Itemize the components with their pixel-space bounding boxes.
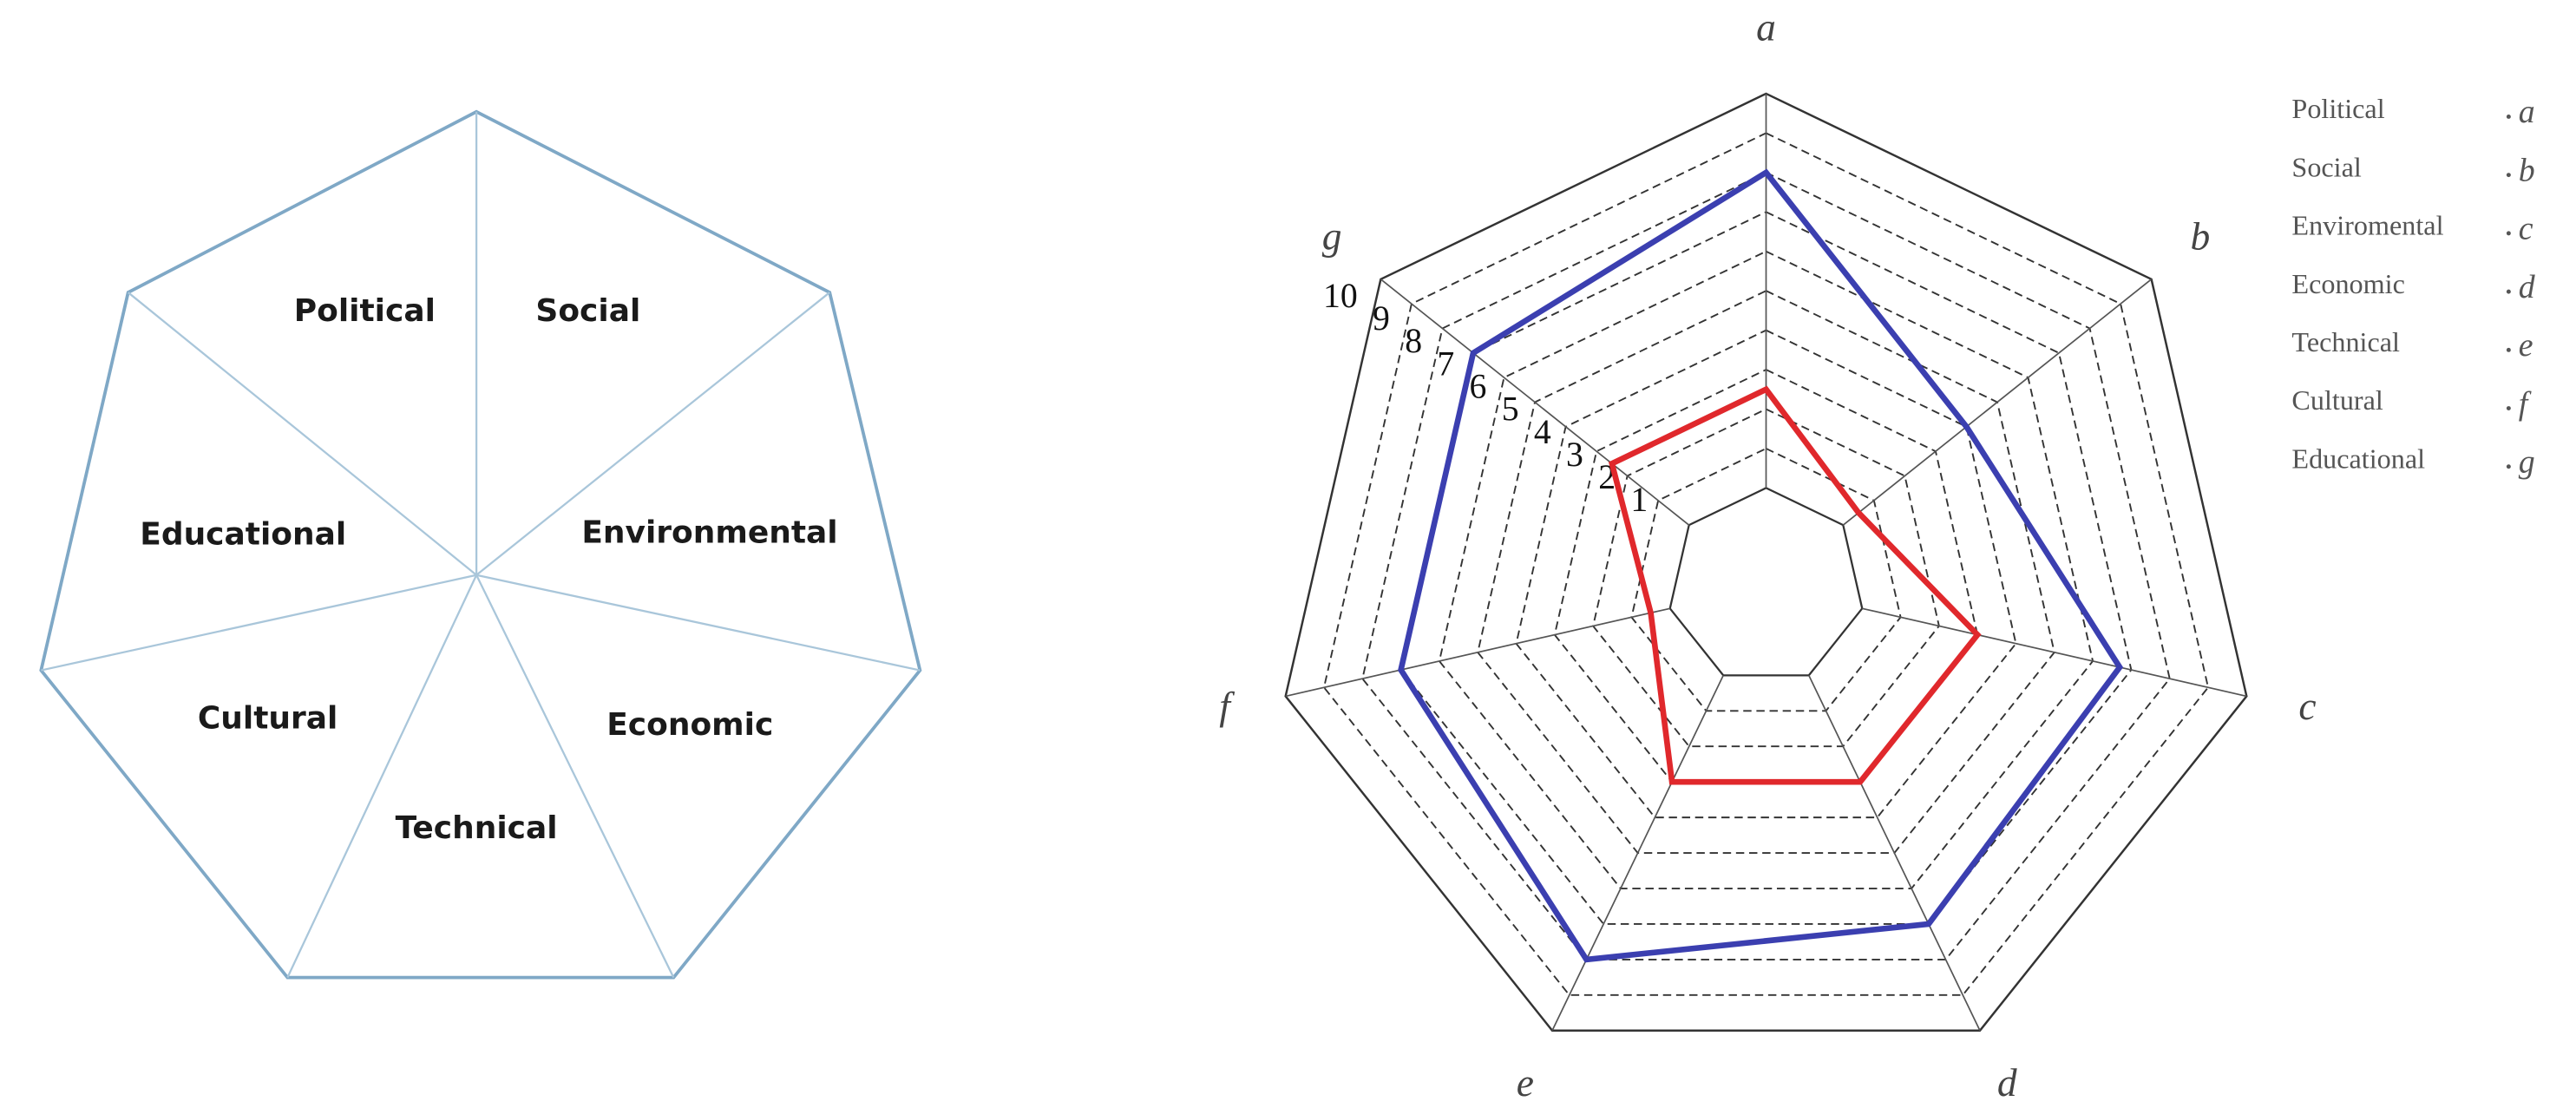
- axis-label: f: [1219, 685, 1235, 728]
- diagram-divider: [286, 574, 478, 979]
- key-name: Cultural: [2291, 384, 2383, 416]
- segment-label: Social: [535, 293, 640, 329]
- ring-label: 1: [1630, 481, 1648, 519]
- segment-label: Technical: [396, 810, 558, 846]
- grid-ring: [1477, 290, 2055, 855]
- ring-label: 6: [1470, 367, 1487, 405]
- ring-label: 8: [1405, 322, 1422, 360]
- key-name: Economic: [2291, 268, 2404, 299]
- spoke: [1842, 279, 2153, 526]
- grid-ring: [1361, 171, 2171, 960]
- grid-ring: [1515, 329, 2017, 819]
- spoke: [1380, 279, 1690, 526]
- axis-label: b: [2191, 214, 2211, 258]
- key-name: Social: [2291, 151, 2361, 182]
- key-name: Enviromental: [2291, 210, 2443, 241]
- key-letter: c: [2519, 211, 2533, 247]
- ring-label: 4: [1534, 413, 1551, 451]
- axis-label: g: [1322, 214, 1342, 258]
- key-dot: [2506, 347, 2511, 352]
- ring-label: 10: [1323, 277, 1358, 315]
- key-dot: [2506, 406, 2511, 411]
- diagram-outline: [39, 109, 922, 980]
- segment-label: Economic: [606, 707, 773, 743]
- segment-label: Political: [294, 293, 436, 329]
- segment-label: Environmental: [581, 515, 837, 550]
- outer-ring: [1284, 92, 2248, 1033]
- axis-key: Political a Social b Enviromental c Economic d T…: [2291, 93, 2535, 480]
- diagram-divider: [475, 574, 675, 979]
- grid-ring: [1630, 447, 1902, 712]
- key-name: Political: [2291, 93, 2384, 124]
- spoke: [1808, 674, 1981, 1032]
- spoke: [1551, 674, 1724, 1032]
- diagram-divider: [127, 292, 477, 576]
- axis-label: a: [1756, 5, 1776, 49]
- spoke: [1285, 607, 1670, 698]
- key-name: Educational: [2291, 443, 2425, 474]
- pestle-diagram: Political Social Environmental Economic Tech…: [39, 109, 922, 980]
- key-letter: e: [2519, 327, 2533, 364]
- key-dot: [2506, 231, 2511, 236]
- key-dot: [2506, 173, 2511, 178]
- ring-label: 7: [1437, 344, 1454, 383]
- key-letter: d: [2519, 269, 2536, 305]
- key-dot: [2506, 464, 2511, 469]
- ring-label: 5: [1502, 390, 1519, 429]
- ring-label: 9: [1373, 299, 1390, 338]
- segment-label: Educational: [140, 516, 346, 552]
- inner-ring: [1668, 487, 1864, 677]
- key-letter: g: [2519, 444, 2535, 481]
- key-letter: b: [2519, 152, 2535, 188]
- axis-label: d: [1997, 1061, 2017, 1105]
- axis-label: c: [2298, 685, 2316, 728]
- series-line: [1398, 168, 2124, 963]
- key-letter: a: [2519, 94, 2535, 130]
- key-dot: [2506, 114, 2511, 119]
- series-line: [1608, 385, 1982, 785]
- grid-ring: [1438, 250, 2094, 889]
- diagram-divider: [41, 574, 477, 672]
- segment-label: Cultural: [198, 700, 338, 736]
- axis-label: e: [1517, 1061, 1534, 1105]
- key-letter: f: [2519, 385, 2532, 422]
- key-dot: [2506, 289, 2511, 294]
- ring-label: 3: [1566, 436, 1583, 474]
- key-name: Technical: [2291, 326, 2400, 357]
- spoke: [1862, 607, 2247, 698]
- diagram-divider: [475, 574, 921, 672]
- diagram-divider: [475, 292, 830, 576]
